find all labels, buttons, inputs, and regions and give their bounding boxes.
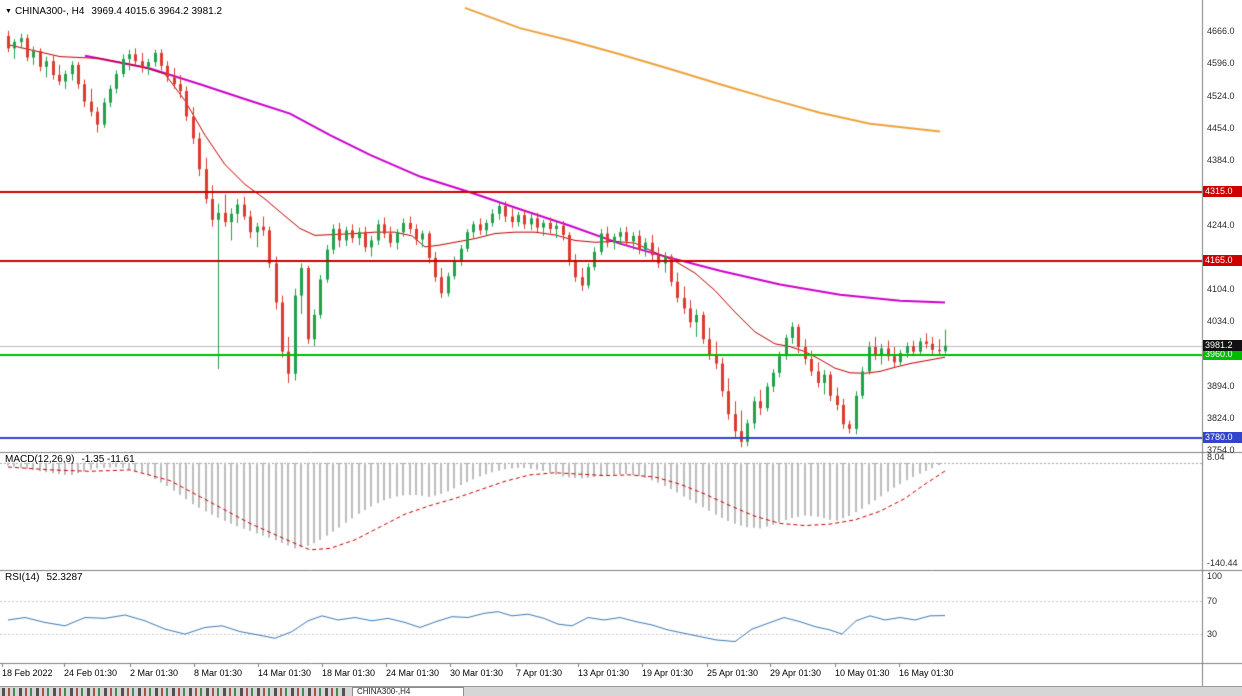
price-tick-label: 4244.0 (1207, 219, 1235, 230)
active-chart-tab[interactable]: CHINA300-,H4 (352, 687, 464, 696)
macd-name: MACD(12,26,9) (5, 454, 75, 465)
time-axis-label: 18 Mar 01:30 (322, 668, 376, 678)
time-axis-label: 7 Apr 01:30 (516, 668, 563, 678)
time-axis-label: 2 Mar 01:30 (130, 668, 179, 678)
time-axis-label: 14 Mar 01:30 (258, 668, 312, 678)
macd-scale-label: 8.04 (1207, 452, 1225, 462)
time-axis-label: 10 May 01:30 (835, 668, 890, 678)
time-axis-label: 25 Apr 01:30 (707, 668, 759, 678)
rsi-value: 52.3287 (46, 572, 83, 583)
rsi-scale-label: 100 (1207, 571, 1223, 581)
tab-strip-partial-content (2, 688, 347, 696)
price-tick-label: 3754.0 (1207, 445, 1235, 455)
time-axis-label: 24 Mar 01:30 (386, 668, 440, 678)
time-axis-label: 30 Mar 01:30 (450, 668, 504, 678)
time-axis-label: 19 Apr 01:30 (642, 668, 694, 678)
rsi-indicator-label: RSI(14) 52.3287 (5, 572, 83, 583)
price-tick-label: 4384.0 (1207, 155, 1235, 166)
price-tick-label: 3824.0 (1207, 412, 1235, 423)
price-tick-label: 4666.0 (1207, 25, 1235, 36)
time-axis-label: 8 Mar 01:30 (194, 668, 243, 678)
price-line-badge: 4165.0 (1203, 255, 1242, 266)
macd-indicator-label: MACD(12,26,9) -1.35 -11.61 (5, 454, 135, 465)
price-scale[interactable]: 4666.0 4596.0 4524.0 4454.0 4384.0 4244.0 4104… (1203, 0, 1242, 696)
time-axis-label: 29 Apr 01:30 (770, 668, 822, 678)
symbol-ohlc-label: ▼ CHINA300-, H4 3969.4 4015.6 3964.2 3981.… (5, 6, 222, 17)
price-tick-label: 4524.0 (1207, 91, 1235, 102)
price-line-badge: 3780.0 (1203, 432, 1242, 443)
price-line-badge: 3960.0 (1203, 349, 1242, 360)
price-tick-label: 4454.0 (1207, 123, 1235, 134)
bottom-tab-strip: CHINA300-,H4 (0, 686, 1242, 696)
price-tick-label: 3894.0 (1207, 380, 1235, 391)
macd-scale-label: -140.44 (1207, 558, 1238, 568)
symbol-timeframe: CHINA300-, H4 (14, 6, 85, 17)
rsi-scale-label: 70 (1207, 595, 1218, 606)
rsi-name: RSI(14) (5, 572, 40, 583)
price-tick-label: 4034.0 (1207, 316, 1235, 327)
time-axis-label: 18 Feb 2022 (2, 668, 53, 678)
chart-marker-icon: ▼ (5, 8, 12, 15)
time-axis-label: 13 Apr 01:30 (578, 668, 630, 678)
tab-label: CHINA300-,H4 (357, 687, 411, 696)
price-tick-label: 4104.0 (1207, 284, 1235, 295)
price-line-badge: 4315.0 (1203, 186, 1242, 197)
current-price-badge: 3981.2 (1203, 340, 1242, 351)
price-tick-label: 4596.0 (1207, 58, 1235, 69)
time-axis[interactable]: 18 Feb 2022 24 Feb 01:30 2 Mar 01:30 8 Mar … (0, 664, 1202, 686)
rsi-scale-label: 30 (1207, 629, 1218, 640)
time-axis-label: 24 Feb 01:30 (64, 668, 118, 678)
macd-values: -1.35 -11.61 (81, 454, 135, 465)
ohlc-values: 3969.4 4015.6 3964.2 3981.2 (91, 6, 223, 17)
time-axis-label: 16 May 01:30 (899, 668, 954, 678)
